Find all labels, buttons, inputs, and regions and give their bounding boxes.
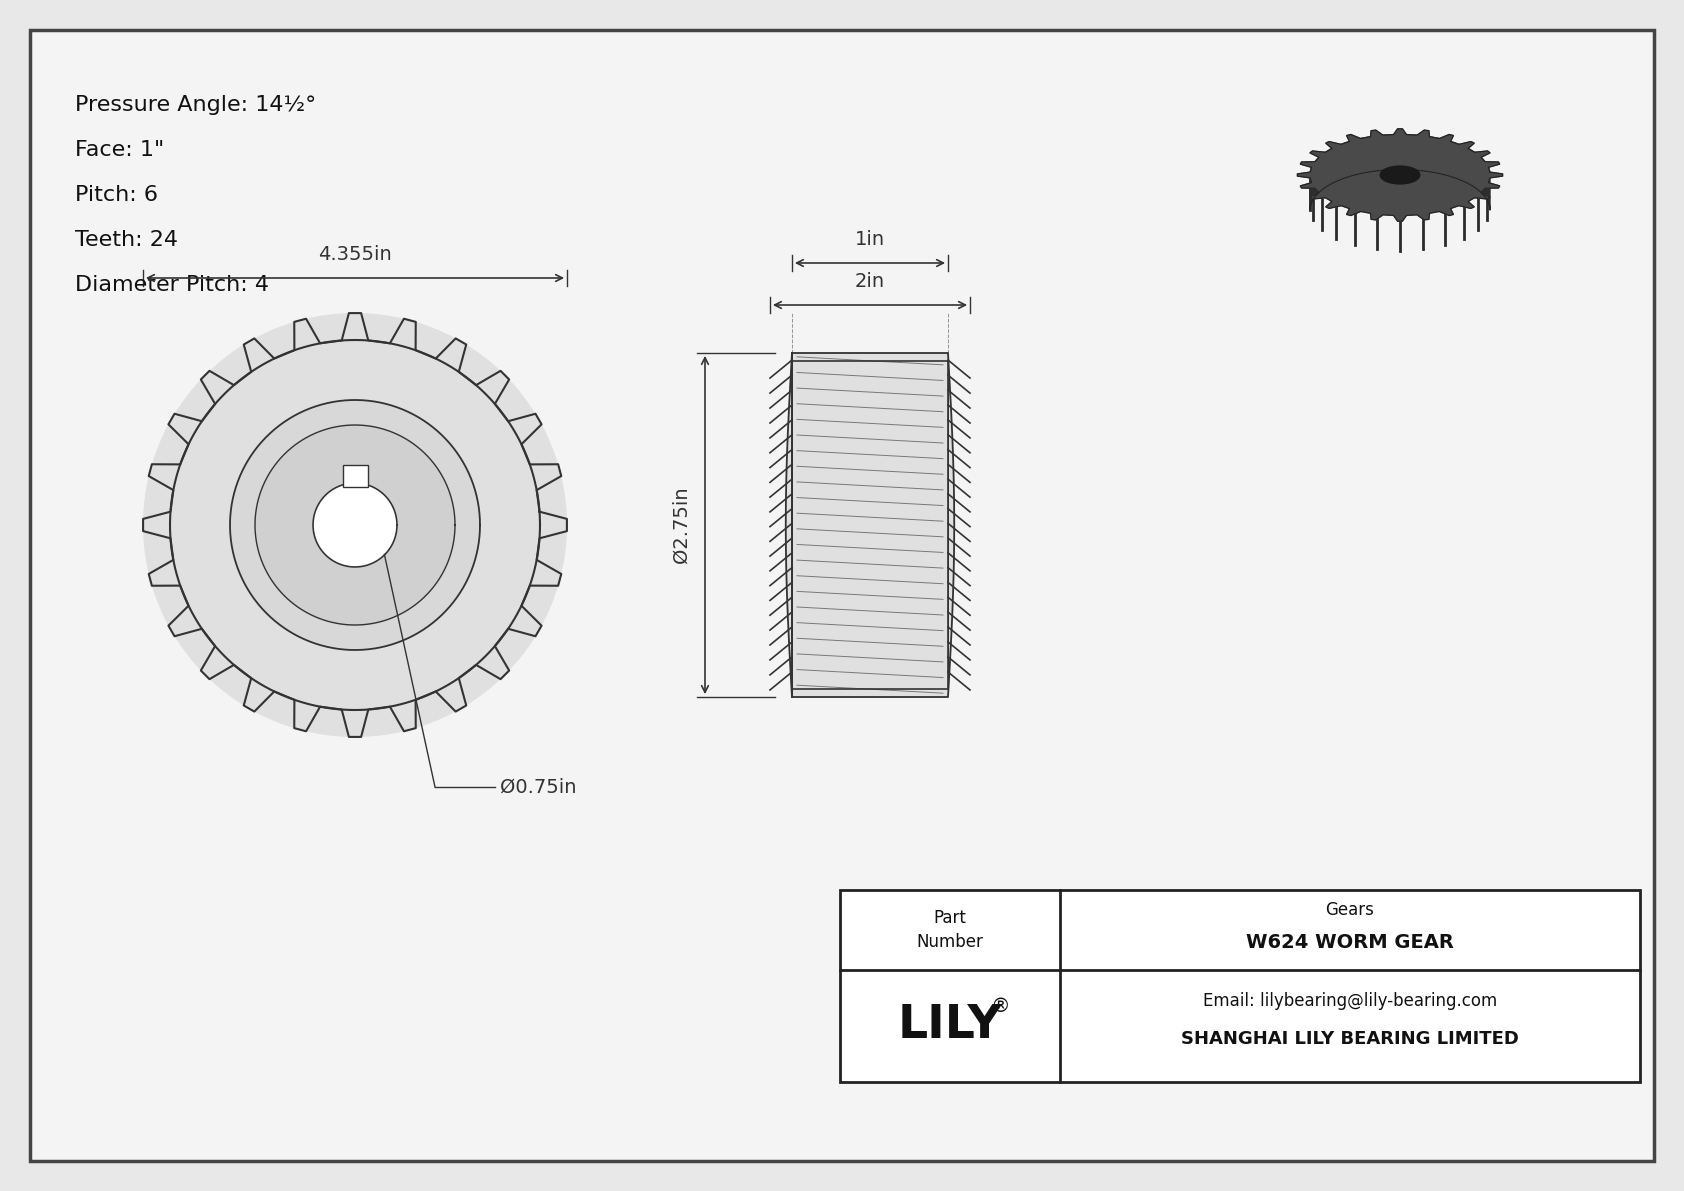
Text: W624 WORM GEAR: W624 WORM GEAR — [1246, 933, 1453, 952]
Polygon shape — [786, 353, 955, 697]
Text: Gears: Gears — [1325, 902, 1374, 919]
Text: 1in: 1in — [855, 230, 886, 249]
Polygon shape — [1310, 135, 1490, 210]
Text: 2in: 2in — [855, 272, 886, 291]
Text: SHANGHAI LILY BEARING LIMITED: SHANGHAI LILY BEARING LIMITED — [1180, 1030, 1519, 1048]
Polygon shape — [143, 313, 568, 737]
Text: Pressure Angle: 14½°: Pressure Angle: 14½° — [76, 95, 317, 116]
Polygon shape — [254, 425, 455, 625]
Polygon shape — [1297, 129, 1502, 222]
Bar — [791, 361, 948, 690]
Text: Diameter Pitch: 4: Diameter Pitch: 4 — [76, 275, 269, 295]
Text: LILY: LILY — [898, 1004, 1002, 1048]
Polygon shape — [313, 484, 397, 567]
Text: ®: ® — [990, 997, 1010, 1016]
Bar — [840, 890, 1640, 1081]
Text: Ø2.75in: Ø2.75in — [672, 487, 690, 563]
Polygon shape — [143, 313, 568, 737]
Text: Teeth: 24: Teeth: 24 — [76, 230, 179, 250]
Text: Email: lilybearing@lily-bearing.com: Email: lilybearing@lily-bearing.com — [1202, 992, 1497, 1010]
Polygon shape — [231, 400, 480, 650]
Text: Pitch: 6: Pitch: 6 — [76, 185, 158, 205]
Text: Part
Number: Part Number — [916, 909, 983, 950]
Text: 4.355in: 4.355in — [318, 245, 392, 264]
Text: Ø0.75in: Ø0.75in — [500, 778, 576, 797]
Polygon shape — [1381, 166, 1420, 183]
Text: Face: 1": Face: 1" — [76, 141, 165, 160]
Bar — [342, 464, 367, 487]
